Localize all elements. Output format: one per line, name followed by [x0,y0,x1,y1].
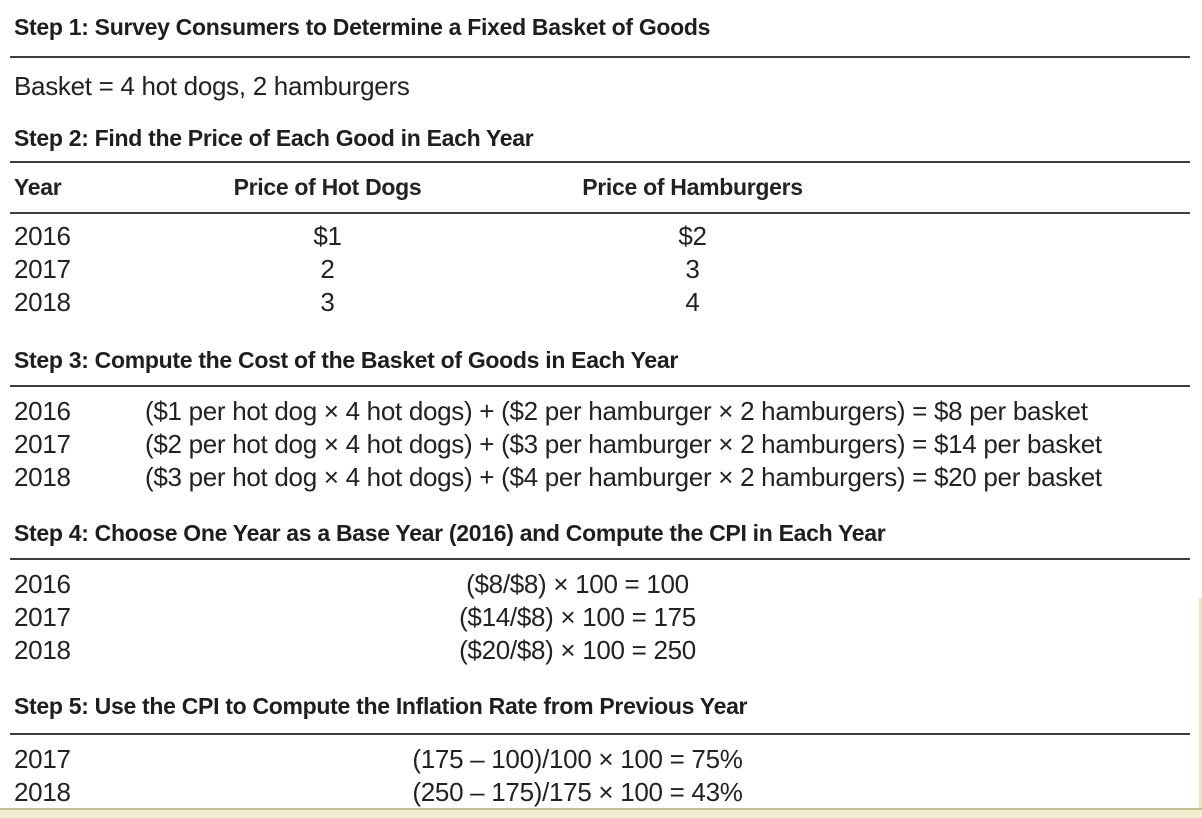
hamburger-price-cell: 3 [685,254,700,284]
table-row: 2016 ($8/$8) × 100 = 100 [0,568,1202,601]
hot-dog-price-cell: $1 [313,221,342,251]
rule-under-step1 [10,56,1190,58]
inflation-formula: (250 – 175)/175 × 100 = 43% [412,777,743,807]
year-cell: 2017 [14,602,71,632]
step3-heading: Step 3: Compute the Cost of the Basket o… [14,347,679,373]
year-cell: 2018 [14,777,71,807]
year-cell: 2016 [14,569,71,599]
hamburger-price-cell: 4 [685,287,700,317]
table-row: 2017 ($2 per hot dog × 4 hot dogs) + ($3… [0,428,1202,461]
cpi-formula: ($14/$8) × 100 = 175 [459,602,696,632]
rule-under-step2 [10,161,1190,163]
inflation-rows: 2017 (175 – 100)/100 × 100 = 75% 2018 (2… [0,735,1202,809]
rule-under-step4 [10,558,1190,560]
year-cell: 2018 [14,635,71,665]
column-header-hot-dogs: Price of Hot Dogs [233,174,422,200]
column-header-hamburgers: Price of Hamburgers [582,174,803,200]
table-row: 2018 3 4 [0,286,1202,319]
year-cell: 2016 [14,221,71,251]
step2-heading: Step 2: Find the Price of Each Good in E… [14,125,534,151]
row-spacer [875,286,1202,319]
year-cell: 2016 [14,396,71,426]
price-table: Year Price of Hot Dogs Price of Hamburge… [0,163,1202,319]
column-header-year: Year [14,174,62,200]
hot-dog-price-cell: 3 [320,287,335,317]
table-row: 2018 ($3 per hot dog × 4 hot dogs) + ($4… [0,461,1202,494]
price-table-body: 2016 $1 $2 2017 2 3 2018 3 4 [0,214,1202,319]
rule-under-price-header [10,212,1190,214]
step5-heading: Step 5: Use the CPI to Compute the Infla… [14,693,748,719]
step4-heading: Step 4: Choose One Year as a Base Year (… [14,520,886,546]
rule-under-step5 [10,733,1190,735]
cpi-formula: ($8/$8) × 100 = 100 [466,569,689,599]
basket-cost-rows: 2016 ($1 per hot dog × 4 hot dogs) + ($2… [0,387,1202,494]
row-spacer [875,220,1202,253]
cpi-rows: 2016 ($8/$8) × 100 = 100 2017 ($14/$8) ×… [0,560,1202,667]
rule-under-step3 [10,385,1190,387]
step1-heading: Step 1: Survey Consumers to Determine a … [14,14,711,40]
column-header-spacer [875,170,1202,204]
inflation-formula: (175 – 100)/100 × 100 = 75% [412,744,743,774]
basket-cost-formula: ($2 per hot dog × 4 hot dogs) + ($3 per … [145,429,1102,459]
bottom-accent-band [0,808,1202,818]
table-row: 2017 (175 – 100)/100 × 100 = 75% [0,743,1202,776]
basket-cost-formula: ($1 per hot dog × 4 hot dogs) + ($2 per … [145,396,1088,426]
year-cell: 2018 [14,462,71,492]
row-spacer [875,253,1202,286]
table-row: 2016 ($1 per hot dog × 4 hot dogs) + ($2… [0,395,1202,428]
table-row: 2017 2 3 [0,253,1202,286]
page-edge-accent [1199,598,1202,808]
year-cell: 2017 [14,744,71,774]
year-cell: 2018 [14,287,71,317]
table-row: 2016 $1 $2 [0,220,1202,253]
table-row: 2018 (250 – 175)/175 × 100 = 43% [0,776,1202,809]
price-table-header-row: Year Price of Hot Dogs Price of Hamburge… [0,163,1202,208]
basket-cost-formula: ($3 per hot dog × 4 hot dogs) + ($4 per … [145,462,1102,492]
table-row: 2017 ($14/$8) × 100 = 175 [0,601,1202,634]
table-row: 2018 ($20/$8) × 100 = 250 [0,634,1202,667]
year-cell: 2017 [14,254,71,284]
year-cell: 2017 [14,429,71,459]
hamburger-price-cell: $2 [678,221,707,251]
hot-dog-price-cell: 2 [320,254,335,284]
cpi-formula: ($20/$8) × 100 = 250 [459,635,696,665]
basket-definition: Basket = 4 hot dogs, 2 hamburgers [14,71,410,101]
